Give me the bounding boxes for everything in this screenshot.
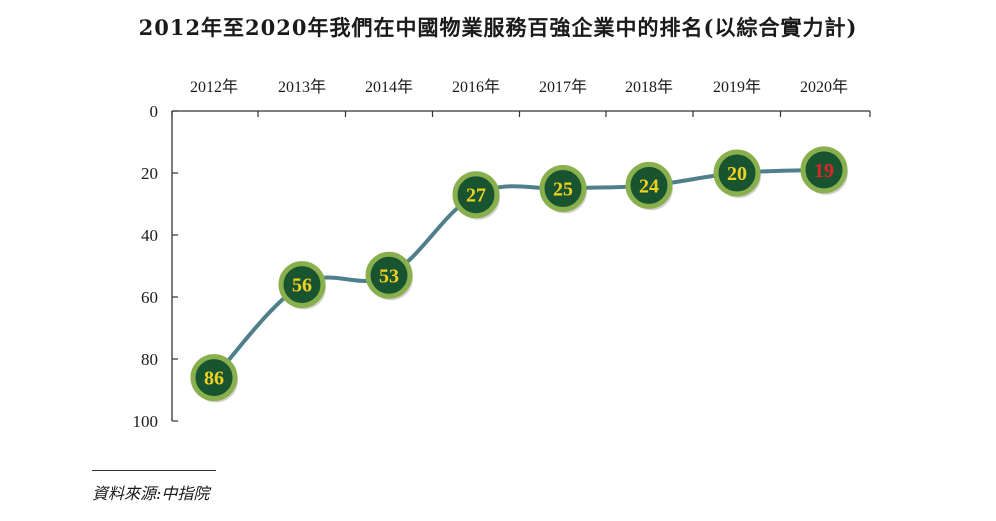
data-label: 86 xyxy=(204,368,224,390)
source-note: 資料來源:中指院 xyxy=(92,484,210,503)
y-tick-label: 40 xyxy=(141,226,158,245)
data-label: 20 xyxy=(727,163,747,185)
marker-circle xyxy=(625,161,673,209)
marker-circle xyxy=(365,251,413,299)
marker-circle xyxy=(713,149,761,197)
data-point: 53 xyxy=(365,251,413,301)
data-label: 19 xyxy=(814,160,834,182)
data-point: 56 xyxy=(278,261,326,310)
x-tick-label: 2018年 xyxy=(625,78,673,96)
marker-circle xyxy=(278,261,326,309)
y-tick-label: 20 xyxy=(141,164,158,183)
data-label: 53 xyxy=(379,265,399,287)
data-label: 24 xyxy=(639,175,659,197)
chart-series: 86 56 53 27 25 24 20 19 xyxy=(190,146,848,403)
x-tick-label: 2014年 xyxy=(365,78,413,96)
data-point: 24 xyxy=(625,161,673,211)
y-tick-label: 100 xyxy=(133,412,159,431)
marker-circle xyxy=(190,354,238,402)
x-tick-label: 2012年 xyxy=(190,78,238,96)
data-label: 56 xyxy=(292,275,312,297)
data-point: 86 xyxy=(190,354,238,403)
data-point: 25 xyxy=(539,165,587,214)
marker-circle xyxy=(539,165,587,212)
y-tick-label: 0 xyxy=(150,102,159,121)
data-point: 19 xyxy=(800,146,848,195)
marker-circle xyxy=(452,171,500,219)
marker-circle xyxy=(800,146,848,194)
x-tick-label: 2013年 xyxy=(278,78,326,96)
x-tick-label: 2016年 xyxy=(452,78,500,96)
x-tick-label: 2020年 xyxy=(800,78,848,96)
x-tick-label: 2019年 xyxy=(713,78,761,96)
x-tick-label: 2017年 xyxy=(539,78,587,96)
chart-title: 2012年至2020年我們在中國物業服務百強企業中的排名(以綜合實力計) xyxy=(138,15,858,40)
source-divider xyxy=(92,470,216,471)
data-label: 25 xyxy=(553,179,573,201)
data-point: 27 xyxy=(452,171,500,220)
y-tick-label: 60 xyxy=(141,288,158,307)
y-tick-label: 80 xyxy=(141,350,158,369)
data-label: 27 xyxy=(466,185,486,207)
data-point: 20 xyxy=(713,149,761,198)
